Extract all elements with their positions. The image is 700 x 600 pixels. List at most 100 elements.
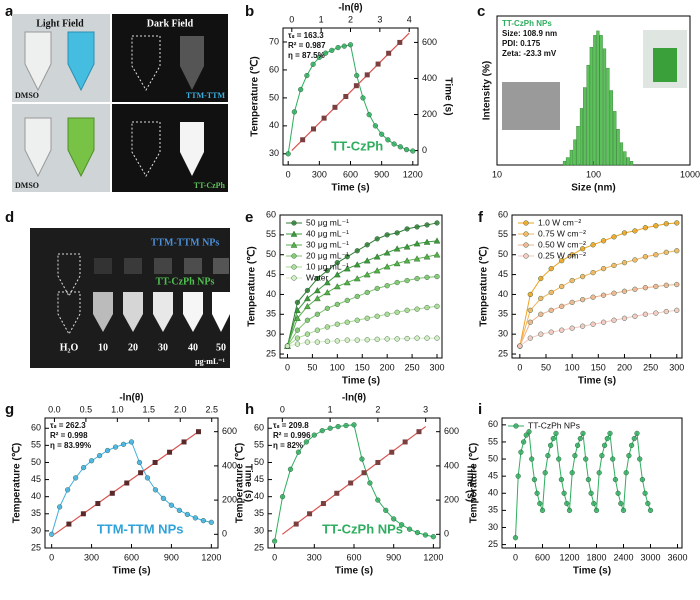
y-tick-label: 45 bbox=[498, 269, 508, 279]
y-tick-label: 30 bbox=[498, 329, 508, 339]
marker bbox=[375, 497, 381, 503]
marker bbox=[294, 299, 301, 305]
bar bbox=[602, 48, 607, 166]
marker bbox=[138, 470, 144, 476]
legend-label: 1.0 W cm⁻² bbox=[538, 217, 581, 227]
marker bbox=[631, 435, 637, 442]
x-tick-label: 600 bbox=[124, 552, 139, 562]
annotation: Size: 108.9 nm bbox=[502, 29, 557, 38]
marker bbox=[590, 242, 596, 248]
x2-tick-label: 0 bbox=[289, 14, 294, 24]
marker bbox=[424, 335, 430, 341]
marker bbox=[527, 319, 533, 325]
marker bbox=[397, 144, 403, 150]
vial-outline bbox=[57, 291, 81, 336]
marker bbox=[590, 321, 596, 327]
legend-marker bbox=[523, 242, 529, 248]
x-tick-label: 300 bbox=[312, 169, 327, 179]
x2-axis-label: -ln(θ) bbox=[338, 3, 362, 14]
marker bbox=[324, 338, 330, 344]
y-tick-label: 50 bbox=[266, 249, 276, 259]
marker bbox=[564, 500, 570, 507]
marker bbox=[383, 507, 389, 513]
x2-tick-label: 1 bbox=[319, 14, 324, 24]
marker bbox=[319, 428, 325, 434]
marker bbox=[333, 283, 341, 290]
panel-label: a bbox=[5, 3, 14, 20]
annotation: η = 83.99% bbox=[50, 441, 91, 450]
marker bbox=[80, 465, 87, 471]
y-tick-label: 45 bbox=[488, 471, 498, 481]
x-tick-label: 300 bbox=[307, 552, 322, 562]
series-line bbox=[287, 254, 438, 347]
marker bbox=[537, 500, 543, 507]
concentration: 30 bbox=[158, 342, 168, 353]
legend-label: TT-CzPh NPs bbox=[528, 420, 580, 430]
marker bbox=[304, 287, 311, 294]
tem-inset bbox=[502, 82, 560, 130]
photo-header: Dark Field bbox=[147, 18, 194, 29]
marker bbox=[354, 72, 360, 79]
x2-tick-label: 4 bbox=[407, 14, 412, 24]
marker bbox=[621, 288, 628, 294]
x-axis-label: Time (s) bbox=[342, 376, 380, 387]
marker bbox=[160, 495, 167, 501]
marker bbox=[324, 289, 331, 296]
marker bbox=[109, 490, 115, 496]
x2-axis-label: -ln(θ) bbox=[342, 393, 366, 404]
x-tick-label: 3600 bbox=[667, 552, 687, 562]
x2-tick-label: 1 bbox=[328, 404, 333, 414]
marker bbox=[402, 439, 408, 445]
marker bbox=[404, 307, 410, 313]
marker bbox=[548, 289, 554, 296]
marker bbox=[383, 249, 391, 256]
y-tick-label: 55 bbox=[498, 229, 508, 239]
marker bbox=[373, 253, 381, 260]
y-tick-label: 45 bbox=[254, 474, 264, 484]
marker bbox=[599, 453, 605, 459]
marker bbox=[294, 314, 301, 321]
photo-label: DMSO bbox=[15, 181, 39, 190]
legend-label: 40 μg mL⁻¹ bbox=[306, 228, 349, 238]
legend-label: 20 μg mL⁻¹ bbox=[306, 250, 349, 260]
marker bbox=[335, 423, 341, 430]
marker bbox=[653, 310, 659, 316]
concentration: 20 bbox=[128, 342, 138, 353]
marker bbox=[285, 151, 291, 157]
panel-label: i bbox=[478, 401, 482, 418]
x-tick-label: 0 bbox=[286, 169, 291, 179]
x2-tick-label: 0 bbox=[280, 404, 285, 414]
marker bbox=[414, 275, 420, 282]
marker bbox=[410, 148, 416, 154]
annotation: R² = 0.996 bbox=[273, 431, 311, 440]
marker bbox=[321, 115, 327, 121]
annotation: τₛ = 163.3 bbox=[288, 31, 324, 40]
marker bbox=[334, 490, 340, 496]
y-tick-label: 60 bbox=[31, 423, 41, 433]
legend-label: 0.25 W cm⁻² bbox=[538, 250, 586, 260]
x-tick-label: 100 bbox=[586, 169, 601, 179]
marker bbox=[512, 535, 519, 541]
y-tick-label: 35 bbox=[254, 508, 264, 518]
x-tick-label: 150 bbox=[355, 362, 370, 372]
marker bbox=[628, 442, 635, 448]
y-tick-label: 45 bbox=[31, 474, 41, 484]
vial-glow bbox=[213, 258, 229, 274]
annotation: τₛ = 262.3 bbox=[50, 421, 86, 430]
marker bbox=[314, 294, 321, 302]
marker bbox=[361, 470, 367, 476]
vial bbox=[24, 31, 52, 92]
marker bbox=[610, 456, 616, 462]
marker bbox=[293, 521, 299, 527]
annotation: R² = 0.987 bbox=[288, 41, 326, 50]
y-tick-label: 40 bbox=[31, 491, 41, 501]
marker bbox=[612, 476, 619, 483]
marker bbox=[553, 430, 559, 436]
vial-glow bbox=[183, 292, 203, 332]
marker bbox=[104, 447, 111, 454]
marker bbox=[49, 531, 55, 537]
legend-marker bbox=[513, 423, 519, 429]
y-tick-label: 30 bbox=[266, 329, 276, 339]
y-tick-label: 50 bbox=[31, 457, 41, 467]
y-tick-label: 40 bbox=[254, 491, 264, 501]
